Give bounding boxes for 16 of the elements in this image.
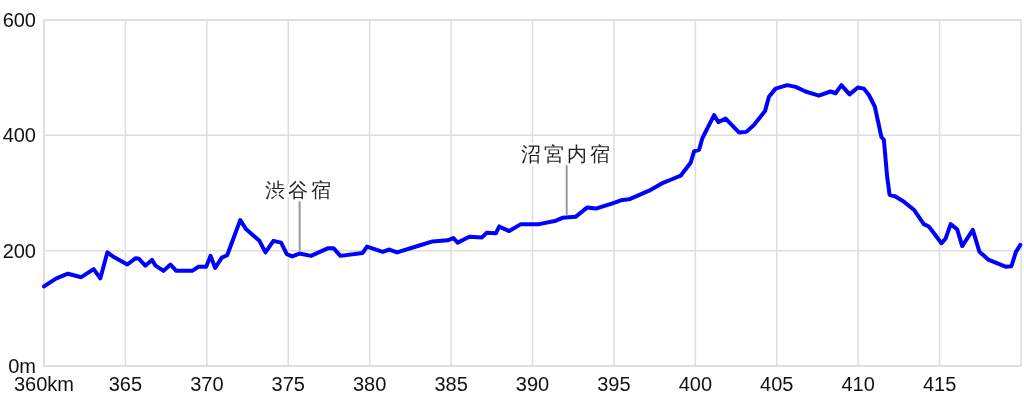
x-tick-label: 390 (515, 373, 550, 395)
x-tick-label: 395 (597, 373, 631, 395)
x-tick-label: 385 (434, 373, 468, 395)
x-tick-label: 380 (352, 373, 387, 395)
x-tick-label: 375 (271, 373, 305, 395)
y-tick-label: 200 (2, 239, 36, 262)
annotation: 沼宮内宿 (520, 142, 613, 165)
y-tick-label: 400 (2, 124, 36, 147)
x-tick-label: 415 (922, 373, 957, 395)
annotation: 渋谷宿 (265, 178, 335, 201)
x-tick-label: 405 (760, 373, 794, 395)
x-tick-label: 370 (190, 373, 224, 395)
x-tick-label: 400 (678, 373, 713, 395)
x-tick-label: 410 (841, 373, 875, 395)
y-tick-label: 600 (2, 9, 36, 31)
x-tick-label: 365 (108, 373, 143, 395)
